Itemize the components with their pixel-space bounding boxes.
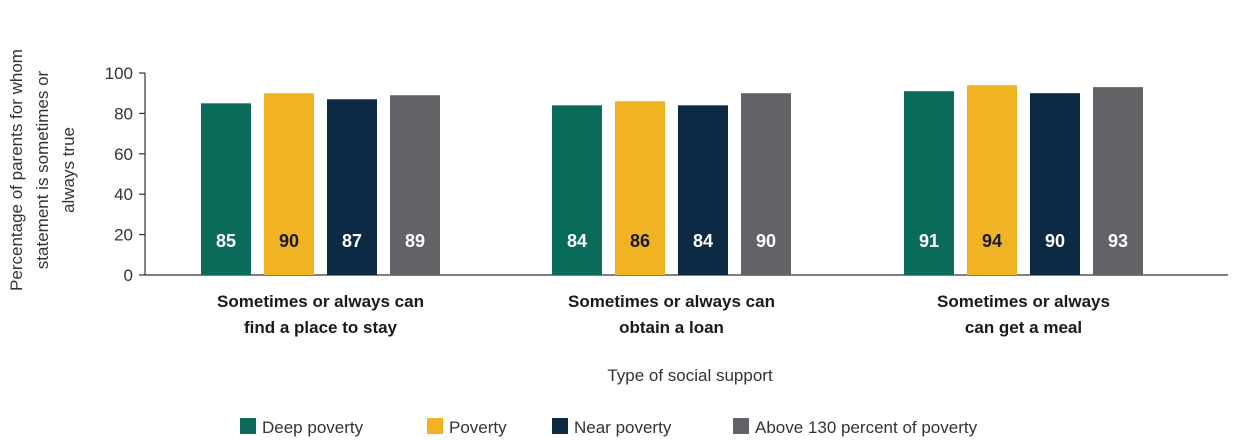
- legend-swatch: [552, 418, 568, 434]
- y-tick-label: 60: [114, 145, 133, 164]
- y-axis-ticks: 0 20 40 60 80 100: [105, 64, 145, 285]
- bar-value-label: 84: [693, 231, 713, 251]
- legend-label: Above 130 percent of poverty: [755, 418, 978, 437]
- bars: 85 90 87 89 84 86 84 90 91 94 90 93: [201, 85, 1143, 276]
- y-axis-label-line: always true: [59, 127, 78, 213]
- y-axis-label-line: Percentage of parents for whom: [7, 49, 26, 291]
- y-tick-label: 80: [114, 104, 133, 123]
- y-tick-label: 40: [114, 185, 133, 204]
- bar: [967, 85, 1017, 276]
- legend-label: Near poverty: [574, 418, 672, 437]
- y-tick-label: 20: [114, 226, 133, 245]
- bar: [1030, 93, 1080, 275]
- category-label: Sometimes or always can: [217, 292, 424, 311]
- bar-value-label: 90: [1045, 231, 1065, 251]
- bar-value-label: 93: [1108, 231, 1128, 251]
- legend-swatch: [240, 418, 256, 434]
- legend-swatch: [733, 418, 749, 434]
- bar-value-label: 84: [567, 231, 587, 251]
- bar: [615, 101, 665, 275]
- category-label: Sometimes or always can: [568, 292, 775, 311]
- x-axis-label: Type of social support: [607, 366, 773, 385]
- y-axis-label-line: statement is sometimes or: [33, 70, 52, 269]
- bar-value-label: 86: [630, 231, 650, 251]
- bar: [1093, 87, 1143, 275]
- bar: [264, 93, 314, 275]
- y-axis-label: Percentage of parents for whom statement …: [7, 49, 78, 291]
- bar: [327, 99, 377, 275]
- legend-swatch: [427, 418, 443, 434]
- category-label: can get a meal: [965, 318, 1082, 337]
- legend-label: Poverty: [449, 418, 507, 437]
- bar-value-label: 94: [982, 231, 1002, 251]
- bar: [552, 105, 602, 275]
- category-labels: Sometimes or always can find a place to s…: [217, 292, 1110, 337]
- y-tick-label: 0: [124, 266, 133, 285]
- bar: [678, 105, 728, 275]
- category-label: Sometimes or always: [937, 292, 1110, 311]
- legend-label: Deep poverty: [262, 418, 364, 437]
- bar-value-label: 85: [216, 231, 236, 251]
- category-label: find a place to stay: [244, 318, 398, 337]
- bar: [741, 93, 791, 275]
- legend: Deep poverty Poverty Near poverty Above 130…: [240, 418, 978, 437]
- bar-value-label: 89: [405, 231, 425, 251]
- bar: [390, 95, 440, 275]
- bar: [201, 103, 251, 275]
- bar-value-label: 90: [279, 231, 299, 251]
- bar-value-label: 91: [919, 231, 939, 251]
- y-tick-label: 100: [105, 64, 133, 83]
- bar-value-label: 87: [342, 231, 362, 251]
- bar-value-label: 90: [756, 231, 776, 251]
- bar: [904, 91, 954, 276]
- category-label: obtain a loan: [619, 318, 724, 337]
